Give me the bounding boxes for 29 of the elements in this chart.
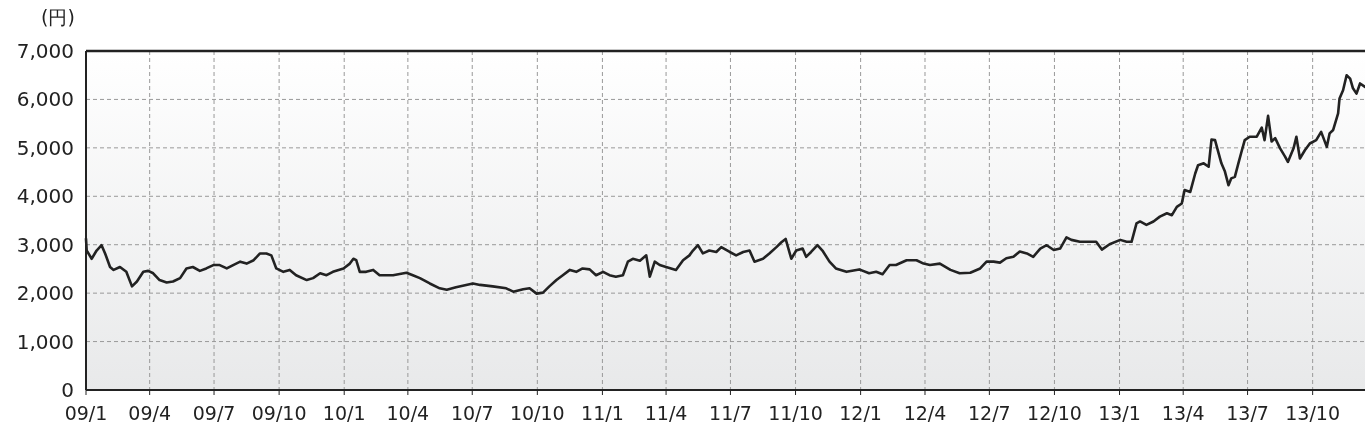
x-tick-label: 13/1	[1098, 402, 1141, 424]
y-tick-label: 3,000	[16, 232, 74, 257]
x-tick-label: 09/4	[128, 402, 171, 424]
x-tick-label: 10/1	[322, 402, 366, 424]
x-tick-label: 10/4	[386, 402, 430, 424]
x-tick-label: 13/10	[1285, 402, 1341, 424]
x-tick-label: 11/10	[768, 402, 823, 424]
x-tick-label: 13/7	[1226, 402, 1269, 424]
y-tick-label: 7,000	[16, 39, 74, 63]
y-tick-label: 6,000	[16, 87, 74, 112]
x-tick-label: 11/4	[644, 402, 688, 424]
y-tick-label: 5,000	[16, 135, 74, 160]
x-tick-label: 12/7	[968, 402, 1011, 424]
x-tick-label: 11/7	[709, 402, 752, 424]
x-tick-label: 10/10	[509, 402, 565, 424]
x-tick-label: 11/1	[581, 402, 624, 424]
x-tick-label: 10/7	[450, 402, 494, 424]
x-tick-label: 09/10	[251, 402, 307, 424]
y-tick-label: 2,000	[16, 281, 74, 306]
y-tick-label: 0	[61, 378, 74, 402]
x-tick-label: 12/10	[1027, 402, 1082, 424]
y-axis-title: (円)	[41, 6, 75, 28]
x-tick-label: 09/7	[192, 402, 236, 424]
x-tick-label: 12/4	[903, 402, 947, 424]
x-tick-label: 13/4	[1161, 402, 1205, 424]
y-tick-label: 4,000	[16, 184, 74, 209]
y-tick-label: 1,000	[16, 329, 74, 354]
x-tick-label: 12/1	[839, 402, 882, 424]
x-tick-label: 09/1	[64, 402, 108, 424]
